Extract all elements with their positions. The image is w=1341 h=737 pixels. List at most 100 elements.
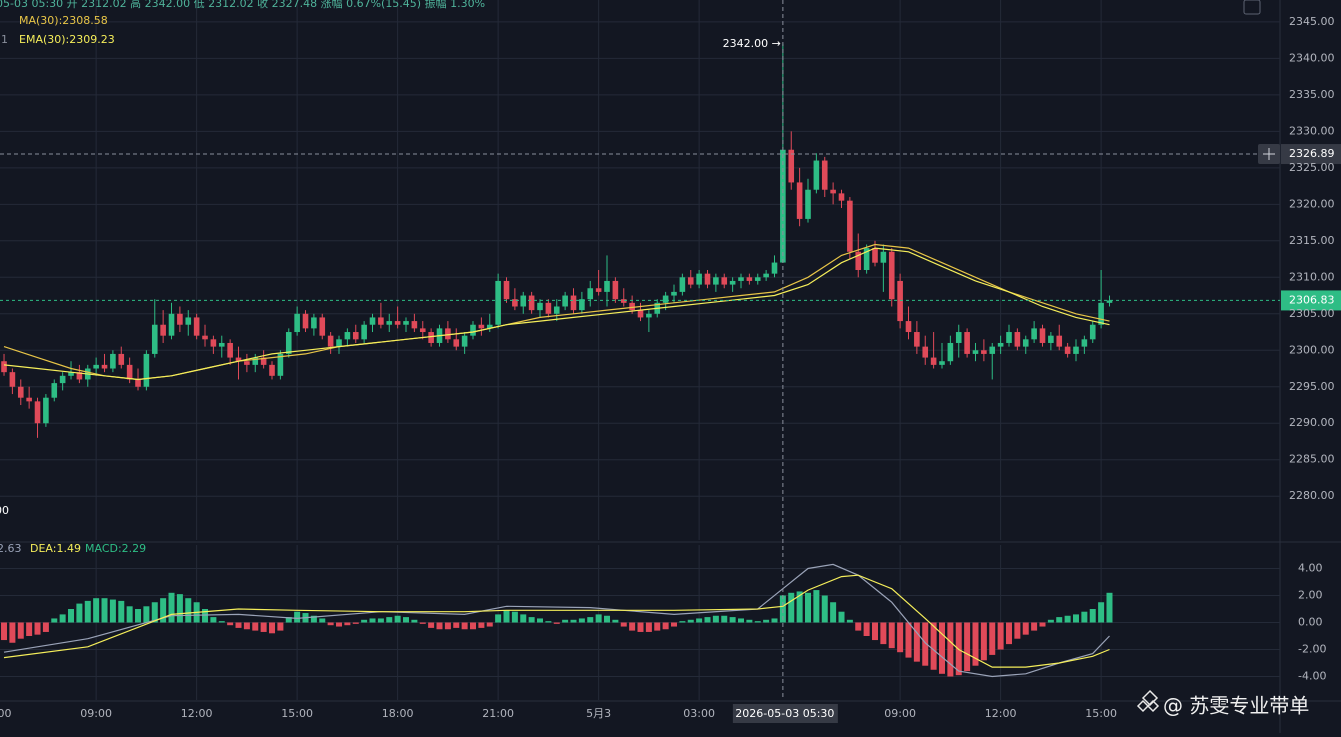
legend-entry[interactable]: 2.63 <box>0 542 22 555</box>
macd-bar <box>964 622 971 672</box>
candle-body <box>687 277 694 285</box>
candle-body <box>135 379 141 387</box>
macd-bar <box>905 622 912 658</box>
crosshair-plus-icon <box>1263 148 1275 161</box>
macd-bar <box>595 614 602 623</box>
macd-bar <box>101 598 108 623</box>
candle-body <box>1106 300 1113 303</box>
candle-body <box>905 321 912 333</box>
y-tick-label: 2330.00 <box>1289 124 1335 137</box>
legend-entry[interactable]: EMA(30):2309.23 <box>19 33 115 46</box>
macd-bar <box>838 611 845 623</box>
candle-body <box>177 313 183 325</box>
macd-bar <box>771 618 778 623</box>
candle-body <box>160 324 166 336</box>
macd-bar <box>126 606 133 623</box>
x-tick-label: 03:00 <box>683 707 715 720</box>
legend-entry[interactable]: MACD:2.29 <box>85 542 146 555</box>
macd-bar <box>1064 615 1071 623</box>
candle-body <box>813 160 820 190</box>
macd-bar <box>377 618 384 623</box>
legend-fragment: 51 <box>0 33 8 46</box>
macd-bar <box>76 603 83 623</box>
candle-body <box>880 251 887 263</box>
macd-bar <box>42 622 49 632</box>
candle-body <box>1056 335 1063 347</box>
candle-body <box>838 193 845 201</box>
macd-bar <box>1 622 8 641</box>
candle-body <box>218 342 225 347</box>
watermark-icon <box>1136 689 1160 713</box>
y-tick-label: 2315.00 <box>1289 234 1335 247</box>
macd-bar <box>779 595 786 623</box>
macd-bar <box>294 611 301 623</box>
macd-bar <box>185 598 192 623</box>
macd-bar <box>804 592 811 623</box>
y-tick-label: 2305.00 <box>1289 307 1335 320</box>
macd-bar <box>930 622 937 670</box>
candle-body <box>93 364 99 369</box>
macd-bar <box>746 619 753 623</box>
crosshair-time-box <box>732 704 838 723</box>
macd-bar <box>629 622 636 631</box>
candle-body <box>235 357 242 362</box>
candle-body <box>1014 332 1021 347</box>
macd-bar <box>503 610 510 623</box>
candle-body <box>847 200 853 252</box>
candle-body <box>662 295 669 303</box>
header-ohlc: 05-03 05:30 开 2312.02 高 2342.00 低 2312.0… <box>0 0 485 10</box>
macd-bar <box>704 617 711 623</box>
candle-body <box>403 321 409 325</box>
candle-body <box>294 313 300 333</box>
macd-bar <box>436 622 443 630</box>
macd-bar <box>1039 622 1046 627</box>
macd-bar <box>871 622 878 641</box>
macd-bar <box>109 599 116 623</box>
candle-body <box>503 280 510 300</box>
settings-icon[interactable] <box>1243 0 1261 15</box>
macd-bar <box>570 619 577 623</box>
macd-bar <box>352 622 359 624</box>
macd-bar <box>243 622 250 630</box>
macd-bar <box>562 619 569 623</box>
candle-body <box>1098 302 1104 325</box>
macd-bar <box>252 622 259 631</box>
candle-body <box>478 324 485 329</box>
candle-body <box>788 149 795 183</box>
legend-entry[interactable]: DEA:1.49 <box>30 542 81 555</box>
macd-bar <box>461 622 468 630</box>
macd-bar <box>26 622 33 637</box>
candle-body <box>821 160 828 190</box>
macd-bar <box>1072 614 1079 623</box>
x-tick-label: 12:00 <box>181 707 213 720</box>
candle-body <box>771 262 778 274</box>
candle-body <box>185 317 192 325</box>
candle-body <box>168 313 175 336</box>
candle-body <box>428 332 434 343</box>
x-tick-label: 06:00 <box>0 707 11 720</box>
candle-body <box>1031 328 1037 340</box>
macd-bar <box>645 622 652 632</box>
candle-body <box>754 277 761 281</box>
y-tick-label: 0.00 <box>1298 616 1323 629</box>
y-tick-label: 2310.00 <box>1289 270 1335 283</box>
candle-body <box>252 357 259 365</box>
macd-bar <box>17 622 24 639</box>
macd-bar <box>361 619 368 623</box>
x-tick-label: 12:00 <box>985 707 1017 720</box>
candle-body <box>729 280 736 285</box>
candle-body <box>595 288 602 292</box>
candle-body <box>922 346 929 358</box>
macd-bar <box>721 615 728 623</box>
candle-body <box>696 273 702 285</box>
macd-bar <box>9 622 16 643</box>
macd-bar <box>1014 622 1021 639</box>
y-tick-label: -2.00 <box>1298 643 1326 656</box>
candle-body <box>1089 324 1096 340</box>
legend-entry[interactable]: MA(30):2308.58 <box>19 14 108 27</box>
macd-bar <box>972 622 979 666</box>
macd-bar <box>922 622 929 666</box>
macd-bar <box>511 611 518 623</box>
candle-body <box>26 397 32 402</box>
